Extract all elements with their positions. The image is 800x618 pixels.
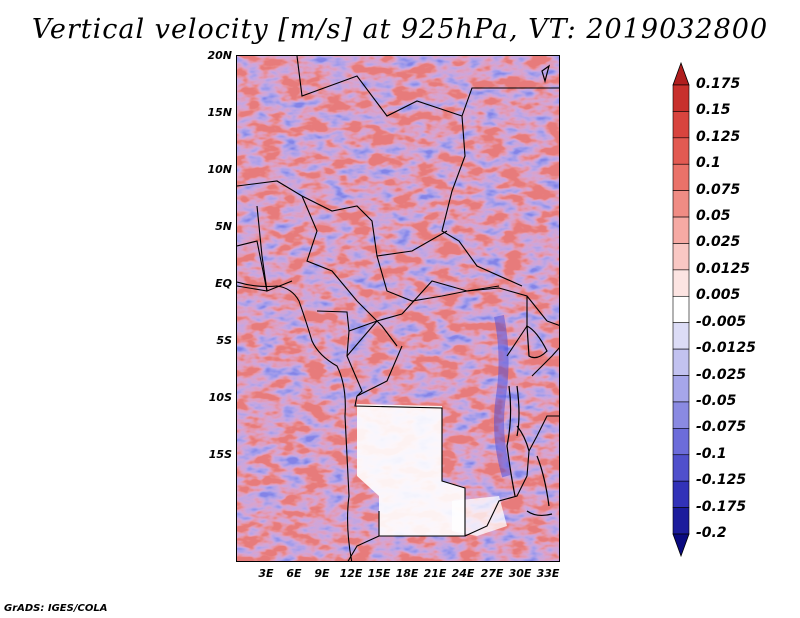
colorbar-bottom-arrow (672, 533, 690, 558)
colorbar-label: 0.0125 (696, 260, 751, 277)
lat-label-20n: 20N (207, 49, 232, 62)
colorbar-segment (672, 428, 690, 456)
colorbar-segment (672, 507, 690, 535)
colorbar-segment (672, 269, 690, 297)
colorbar-label: -0.05 (696, 392, 737, 409)
map-field (237, 56, 559, 561)
lon-label-15e: 15E (367, 567, 391, 580)
colorbar-segment (672, 454, 690, 482)
colorbar-segment (672, 216, 690, 244)
lon-label-21e: 21E (423, 567, 447, 580)
lon-label-9e: 9E (314, 567, 330, 580)
lon-label-6e: 6E (286, 567, 302, 580)
colorbar-label: 0.075 (696, 181, 741, 198)
colorbar-segment (672, 111, 690, 139)
lon-label-33e: 33E (536, 567, 560, 580)
lon-label-24e: 24E (451, 567, 475, 580)
lat-label-15n: 15N (207, 106, 232, 119)
colorbar-segment (672, 375, 690, 403)
colorbar-label: 0.005 (696, 287, 741, 304)
colorbar-segment (672, 295, 690, 324)
colorbar-segment (672, 243, 690, 271)
colorbar-label: -0.075 (696, 419, 747, 436)
colorbar-label: -0.175 (696, 498, 747, 515)
colorbar-label: 0.15 (696, 102, 731, 119)
colorbar-label: 0.125 (696, 128, 741, 145)
colorbar-segment (672, 190, 690, 218)
credit-text: GrADS: IGES/COLA (4, 603, 108, 614)
lon-label-30e: 30E (508, 567, 532, 580)
colorbar-label: -0.025 (696, 366, 747, 383)
lon-label-3e: 3E (258, 567, 274, 580)
colorbar-label: -0.2 (696, 525, 727, 541)
colorbar-segment (672, 137, 690, 165)
colorbar-label: -0.1 (696, 445, 727, 462)
colorbar-segment (672, 480, 690, 508)
colorbar-label: 0.175 (696, 76, 741, 92)
colorbar-label: -0.005 (696, 313, 747, 330)
colorbar-top-arrow (672, 61, 690, 86)
lat-label-15s: 15S (208, 448, 232, 461)
colorbar-segment (672, 401, 690, 429)
colorbar-label: -0.125 (696, 472, 747, 489)
colorbar-label: -0.0125 (696, 340, 756, 357)
lon-label-18e: 18E (395, 567, 419, 580)
lat-label-5s: 5S (216, 334, 232, 347)
colorbar-segment (672, 348, 690, 376)
colorbar-label: 0.1 (696, 155, 721, 172)
lat-label-5n: 5N (215, 220, 232, 233)
colorbar-segment (672, 322, 690, 350)
colorbar-segment (672, 163, 690, 191)
lon-label-27e: 27E (480, 567, 504, 580)
lat-label-eq: EQ (215, 277, 232, 290)
colorbar-segment (672, 84, 690, 112)
map-panel (236, 55, 560, 562)
colorbar-label: 0.05 (696, 208, 731, 225)
lat-label-10n: 10N (207, 163, 232, 176)
lat-label-10s: 10S (208, 391, 232, 404)
colorbar-label: 0.025 (696, 234, 741, 251)
map-title: Vertical velocity [m/s] at 925hPa, VT: 2… (31, 14, 769, 45)
lon-label-12e: 12E (339, 567, 363, 580)
